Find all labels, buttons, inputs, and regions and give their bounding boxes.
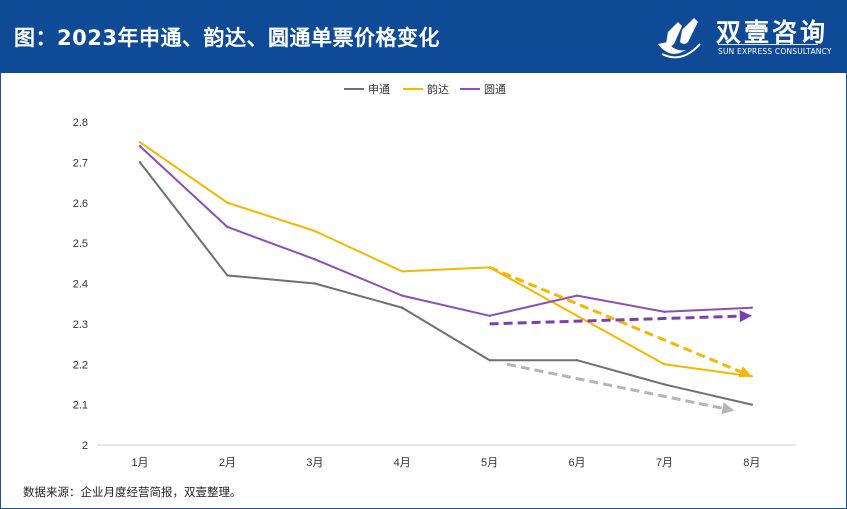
data-point [401, 294, 404, 297]
data-point [575, 294, 579, 297]
y-tick-label: 2.1 [73, 400, 88, 412]
line-chart: 申通 韵达 圆通 2 2.1 2.2 2.3 2.4 2.5 2.6 2.7 2.8 1月 2月 3月 4月… [73, 82, 796, 469]
company-logo-icon [658, 18, 701, 59]
x-tick-label: 3月 [306, 457, 323, 469]
trend-arrow-line [506, 362, 723, 410]
x-tick-label: 7月 [656, 457, 673, 469]
trend-arrow-head [738, 366, 752, 378]
legend-label: 韵达 [427, 82, 449, 96]
logo-divider [718, 44, 818, 45]
data-point [663, 383, 666, 386]
y-tick-label: 2.3 [73, 319, 88, 331]
data-point [663, 363, 666, 366]
y-tick-label: 2.8 [73, 117, 88, 129]
trend-arrow-line [489, 265, 742, 374]
y-tick-label: 2.4 [73, 279, 88, 291]
data-point [313, 258, 316, 261]
x-tick-label: 2月 [219, 457, 236, 469]
chart-series [138, 140, 753, 406]
trend-arrow-head [721, 402, 735, 415]
x-tick-label: 4月 [394, 457, 411, 469]
data-point [138, 161, 142, 164]
data-point [575, 314, 579, 317]
y-tick-label: 2 [82, 440, 88, 452]
y-tick-label: 2.2 [73, 359, 88, 371]
figure-title: 图：2023年申通、韵达、圆通单票价格变化 [14, 26, 440, 50]
series-line-1 [139, 161, 753, 406]
trend-arrow-line [489, 314, 740, 326]
trend-arrow-head [739, 310, 752, 323]
data-point [488, 314, 491, 317]
x-tick-label: 1月 [131, 457, 148, 469]
chart-axes: 2 2.1 2.2 2.3 2.4 2.5 2.6 2.7 2.8 1月 2月 3月 4月 5月 6月 7月 8… [73, 117, 796, 469]
y-tick-label: 2.5 [73, 238, 88, 250]
data-point [138, 145, 142, 148]
data-point [488, 359, 491, 362]
header-bar: 图：2023年申通、韵达、圆通单票价格变化 双壹咨询 SUN EXPRESS C… [0, 0, 847, 73]
series-line-3 [139, 145, 752, 317]
legend-label: 圆通 [484, 83, 506, 96]
y-tick-label: 2.7 [73, 157, 88, 169]
trend-arrows [489, 265, 752, 415]
data-point [750, 306, 753, 309]
data-point [226, 274, 229, 277]
y-tick-label: 2.6 [73, 198, 88, 210]
logo-chinese-name: 双壹咨询 [716, 18, 829, 47]
data-point [575, 359, 579, 362]
data-point [226, 225, 229, 229]
data-point [663, 310, 666, 313]
chart-legend: 申通 韵达 圆通 [344, 82, 506, 96]
logo-english-name: SUN EXPRESS CONSULTANCY [718, 47, 832, 56]
data-point [750, 403, 753, 406]
source-note: 数据来源：企业月度经营简报，双壹整理。 [23, 485, 242, 499]
data-point [138, 140, 142, 144]
x-tick-label: 5月 [481, 457, 498, 469]
data-point [226, 201, 229, 204]
data-point [313, 282, 316, 285]
data-point [401, 306, 404, 309]
x-tick-label: 6月 [568, 457, 585, 469]
x-tick-label: 8月 [743, 457, 760, 469]
data-point [401, 270, 404, 273]
series-line-2 [139, 141, 752, 378]
legend-label: 申通 [368, 83, 390, 96]
data-point [313, 229, 316, 233]
